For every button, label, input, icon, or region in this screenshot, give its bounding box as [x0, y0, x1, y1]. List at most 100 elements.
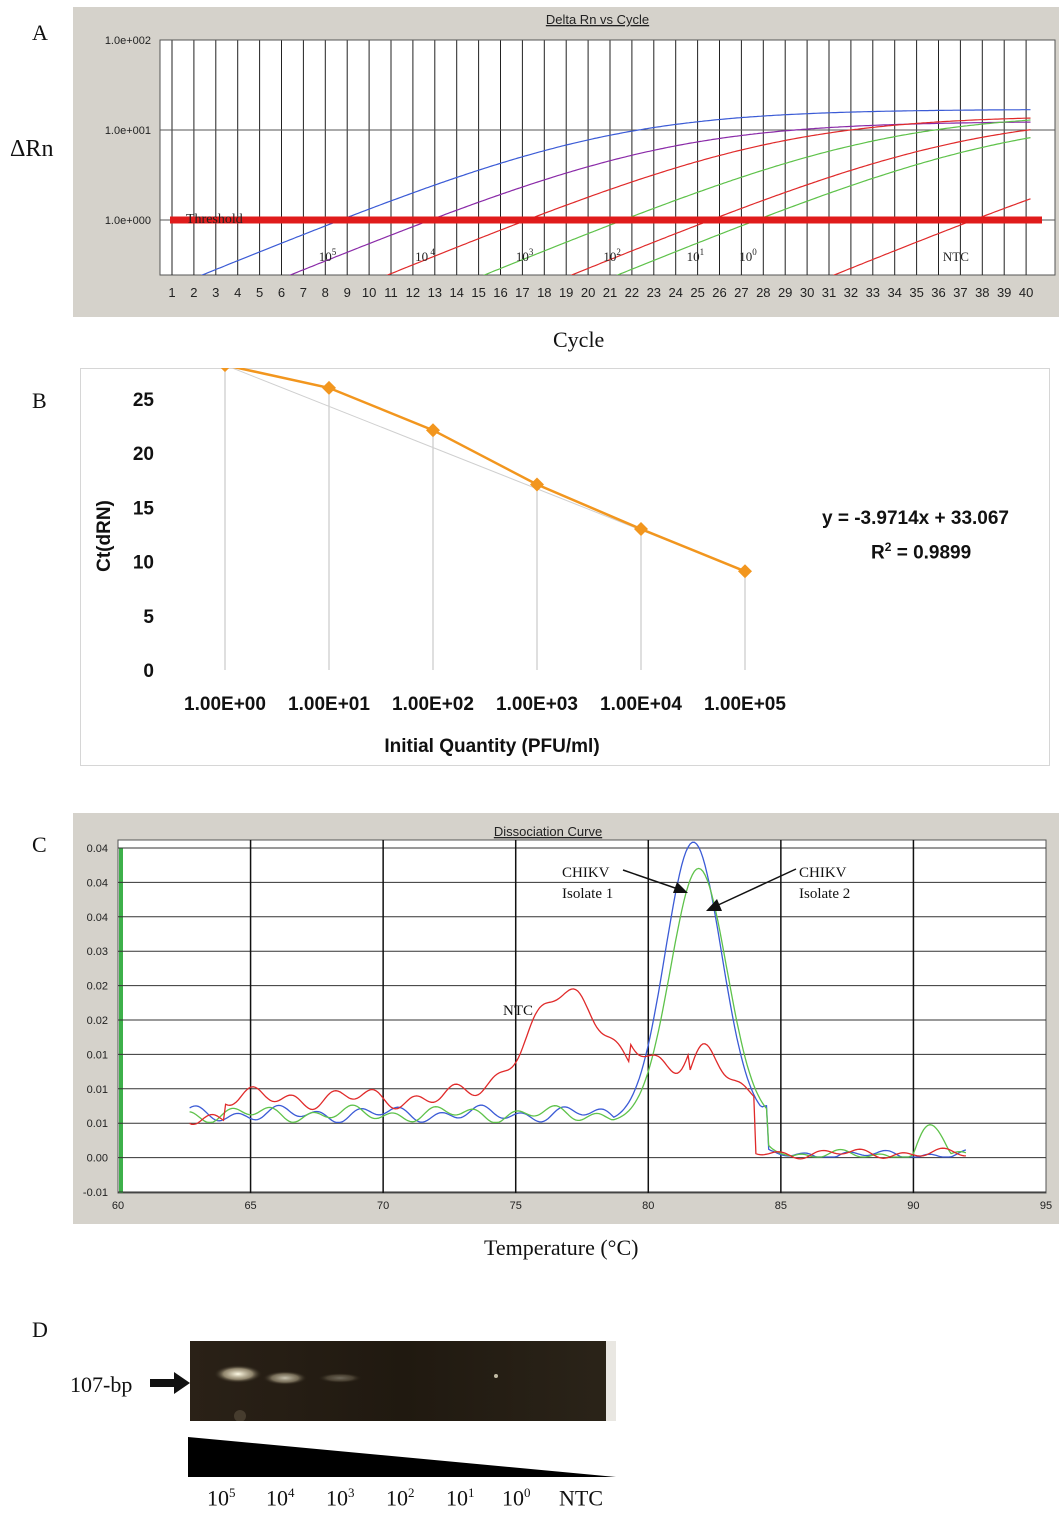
panel-a-annotation: NTC: [943, 249, 969, 264]
gel-lane-label: NTC: [559, 1485, 603, 1511]
panel-a-x-tick-label: 20: [581, 285, 595, 300]
gel-band-label: 107-bp: [70, 1372, 133, 1397]
panel-c-series-line: [189, 988, 966, 1160]
panel-a-annotation: 101: [687, 247, 705, 264]
panel-a-x-tick-label: 36: [931, 285, 945, 300]
panel-b-data-point: [530, 477, 544, 492]
panel-b-r2-value: = 0.9899: [891, 542, 972, 564]
panel-b-x-tick-label: 1.00E+05: [704, 694, 786, 715]
panel-c-y-tick-label: 0.02: [87, 1015, 108, 1027]
panel-c-x-tick-label: 60: [112, 1200, 124, 1212]
panel-b-chart: 051015202530351.00E+001.00E+011.00E+021.…: [94, 368, 786, 757]
panel-c-series-line: [189, 867, 967, 1158]
arrow-icon: [673, 882, 688, 893]
panel-a-x-tick-label: 40: [1019, 285, 1033, 300]
panel-a-x-tick-label: 9: [344, 285, 351, 300]
panel-c-y-tick-label: 0.01: [87, 1049, 108, 1061]
gel-lane-label: 104: [266, 1485, 295, 1511]
band-arrow-icon: [150, 1372, 190, 1394]
panel-a-series-line: [385, 117, 1031, 275]
panel-a-series-line: [832, 198, 1031, 275]
panel-c-x-tick-label: 70: [377, 1200, 389, 1212]
panel-a-series-line: [615, 137, 1031, 275]
panel-a-x-tick-label: 16: [493, 285, 507, 300]
panel-a-annotation: 105: [319, 247, 337, 264]
gel-band: [318, 1373, 362, 1383]
arrow-icon: [706, 899, 722, 911]
panel-a-x-tick-label: 25: [690, 285, 704, 300]
panel-a-x-tick-label: 38: [975, 285, 989, 300]
panel-a-x-tick-label: 39: [997, 285, 1011, 300]
panel-a-x-tick-label: 5: [256, 285, 263, 300]
gel-image: [190, 1341, 616, 1421]
panel-a-x-tick-label: 34: [887, 285, 901, 300]
panel-c-label-ntc: NTC: [503, 1003, 533, 1019]
panel-c-y-tick-label: 0.04: [87, 877, 108, 889]
panel-c-y-tick-label: 0.00: [87, 1153, 108, 1165]
panel-a-series-line: [200, 109, 1031, 275]
panel-a-y-tick-label: 1.0e+000: [105, 215, 151, 227]
panel-c-x-tick-label: 90: [907, 1200, 919, 1212]
panel-a-x-tick-label: 14: [449, 285, 463, 300]
panel-a-x-tick-label: 2: [190, 285, 197, 300]
panel-b-x-tick-label: 1.00E+01: [288, 694, 370, 715]
gel-lane-label: 100: [502, 1485, 531, 1511]
panel-b-y-tick-label: 10: [133, 553, 154, 574]
panel-a-y-tick-label: 1.0e+002: [105, 35, 151, 47]
panel-c-y-tick-label: 0.04: [87, 912, 108, 924]
panel-a-series-line: [482, 119, 1031, 275]
panel-c-arrow-line: [715, 868, 797, 907]
panel-a-x-tick-label: 1: [168, 285, 175, 300]
panel-a-x-tick-label: 33: [866, 285, 880, 300]
panel-c-label-isolate1-line2: Isolate 1: [562, 886, 613, 902]
panel-a-series-line: [570, 129, 1031, 275]
panel-c-label-isolate2-line2: Isolate 2: [799, 886, 850, 902]
panel-b-series-line: [232, 368, 746, 573]
gel-band: [214, 1365, 262, 1383]
panel-b-frame: [80, 368, 1050, 766]
panel-a-y-tick-label: 1.0e+001: [105, 125, 151, 137]
panel-b-y-tick-label: 0: [143, 661, 154, 682]
panel-c-y-tick-label: 0.01: [87, 1084, 108, 1096]
panel-a-xlabel: Cycle: [553, 327, 605, 352]
panel-c-series-line: [189, 841, 967, 1158]
panel-c-plot-area: [117, 839, 1047, 1194]
panel-a-annotation: 10 4: [415, 247, 435, 264]
panel-label-d: D: [32, 1317, 48, 1342]
panel-b-r2-prefix: R: [871, 542, 885, 564]
panel-c-y-tick-label: 0.01: [87, 1118, 108, 1130]
panel-c-x-tick-label: 65: [244, 1200, 256, 1212]
panel-a-x-tick-label: 10: [362, 285, 376, 300]
panel-b-x-tick-label: 1.00E+03: [496, 694, 578, 715]
panel-label-b: B: [32, 388, 47, 413]
panel-b-equation: y = -3.9714x + 33.067: [822, 508, 1009, 529]
panel-a-annotation: 100: [739, 247, 757, 264]
panel-label-a: A: [32, 20, 48, 45]
gel-lane-label: 105: [207, 1485, 236, 1511]
panel-b-data-point: [220, 368, 230, 373]
panel-b-y-tick-label: 5: [143, 607, 154, 628]
panel-a-x-tick-label: 3: [212, 285, 219, 300]
panel-a-x-tick-label: 35: [909, 285, 923, 300]
panel-a-x-tick-label: 32: [844, 285, 858, 300]
panel-a-x-tick-label: 15: [471, 285, 485, 300]
panel-b-x-tick-label: 1.00E+04: [600, 694, 682, 715]
panel-b-r2-sup: 2: [884, 540, 892, 554]
panel-c-x-tick-label: 85: [775, 1200, 787, 1212]
panel-a-x-tick-label: 37: [953, 285, 967, 300]
panel-a-x-tick-label: 23: [647, 285, 661, 300]
panel-a-series-line: [288, 121, 1031, 275]
panel-c-y-tick-label: -0.01: [83, 1187, 108, 1199]
gel-lane-label: 102: [386, 1485, 415, 1511]
panel-a-threshold-label: Threshold: [186, 212, 243, 227]
dilution-wedge: [188, 1437, 616, 1477]
panel-b-y-tick-label: 15: [133, 498, 155, 519]
panel-a-x-tick-label: 4: [234, 285, 241, 300]
gel-lane-labels: 105 104 103 102 101 100 NTC: [0, 1485, 1059, 1515]
panel-c-chart: Dissociation Curve 0.04 0.04 0.04 0.03 0.02 0.…: [73, 813, 1059, 1224]
panel-a-plot-area: [159, 39, 1056, 276]
panel-b-data-point: [426, 423, 440, 438]
panel-b-xlabel: Initial Quantity (PFU/ml): [384, 736, 599, 757]
panel-a-x-tick-label: 12: [406, 285, 420, 300]
